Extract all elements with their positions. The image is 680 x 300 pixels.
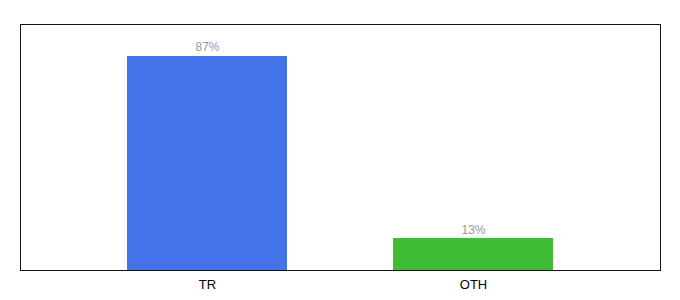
svg-text:13%: 13% (461, 223, 485, 237)
svg-text:TR: TR (199, 277, 216, 292)
svg-text:OTH: OTH (460, 277, 487, 292)
svg-text:87%: 87% (195, 40, 219, 54)
